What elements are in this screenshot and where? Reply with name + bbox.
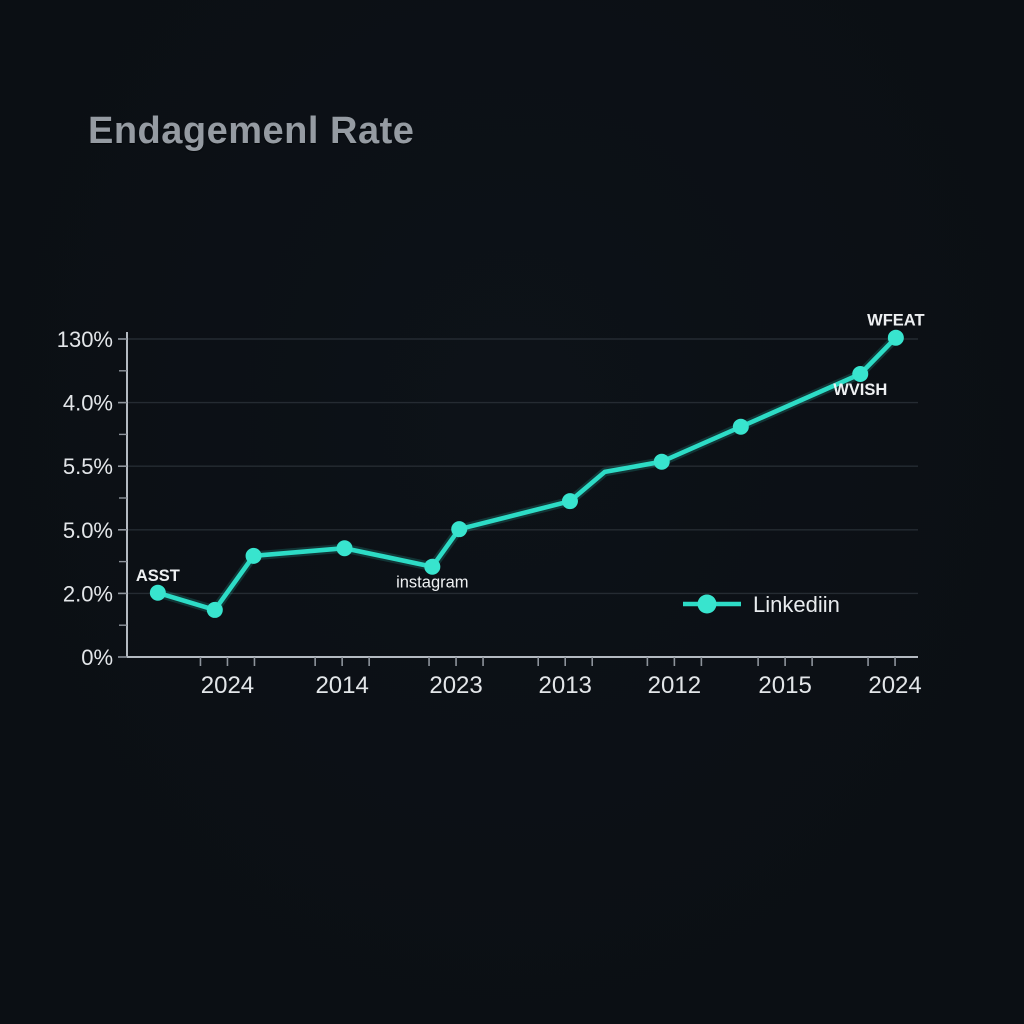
data-point-marker (336, 540, 353, 557)
data-point-marker (149, 584, 166, 601)
x-axis-tick-label: 2012 (648, 672, 701, 699)
point-annotation: WVISH (833, 381, 887, 399)
data-point-marker (451, 521, 468, 538)
data-point-marker (732, 418, 749, 435)
y-axis-tick-label: 130% (57, 327, 113, 352)
legend-marker-icon (697, 594, 717, 614)
data-point-marker (206, 601, 223, 618)
x-axis-tick-label: 2024 (868, 672, 921, 699)
data-point-marker (561, 493, 578, 510)
x-axis-tick-label: 2015 (758, 672, 811, 699)
legend-label: Linkediin (753, 592, 840, 617)
chart-title: Endagemenl Rate (88, 110, 415, 152)
x-axis-tick-label: 2014 (315, 672, 368, 699)
point-annotation: ASST (136, 567, 180, 585)
point-annotation: WFEAT (867, 312, 924, 330)
series-line (155, 335, 899, 613)
point-annotation: instagram (396, 574, 468, 592)
series-line-glow (153, 333, 901, 615)
x-axis-tick-label: 2023 (429, 672, 482, 699)
y-axis-tick-label: 5.0% (63, 518, 113, 543)
legend: Linkediin (683, 592, 840, 617)
y-axis-tick-label: 0% (81, 645, 113, 670)
y-axis-tick-label: 4.0% (63, 391, 113, 416)
data-point-marker (887, 329, 904, 346)
x-axis-tick-label: 2024 (201, 672, 254, 699)
data-point-marker (653, 453, 670, 470)
y-axis-tick-label: 5.5% (63, 454, 113, 479)
x-axis-tick-label: 2013 (539, 672, 592, 699)
data-point-marker (424, 558, 441, 575)
y-axis-tick-label: 2.0% (63, 581, 113, 606)
data-point-marker (852, 365, 869, 382)
data-point-marker (245, 547, 262, 564)
